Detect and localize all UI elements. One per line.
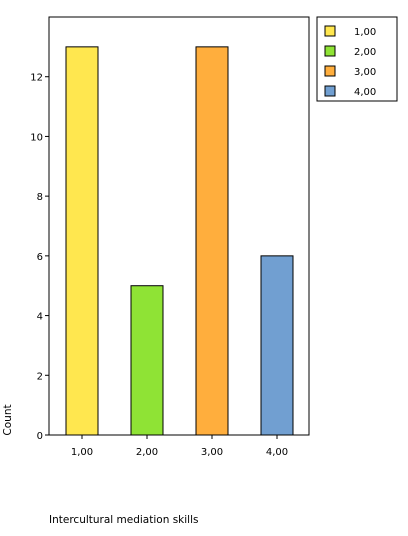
legend-swatch-3,00 xyxy=(324,65,336,77)
y-tick-label: 0 xyxy=(37,431,43,442)
y-tick-label: 4 xyxy=(37,312,43,323)
bar-3,00 xyxy=(195,46,229,436)
y-tick-label: 10 xyxy=(30,132,43,143)
legend-swatch-4,00 xyxy=(324,85,336,97)
x-tick-label: 2,00 xyxy=(136,447,158,458)
bar-4,00 xyxy=(260,255,294,436)
legend-label: 3,00 xyxy=(354,67,376,78)
bars-group xyxy=(65,46,294,436)
legend-swatch-1,00 xyxy=(324,25,336,37)
bar-2,00 xyxy=(130,285,164,436)
y-tick-label: 6 xyxy=(37,252,43,263)
legend-label: 1,00 xyxy=(354,27,376,38)
y-axis-title: Count xyxy=(2,404,14,435)
bar-1,00 xyxy=(65,46,99,436)
x-tick-label: 3,00 xyxy=(201,447,223,458)
y-tick-label: 12 xyxy=(30,73,43,84)
y-tick-label: 8 xyxy=(37,192,43,203)
legend-swatch-2,00 xyxy=(324,45,336,57)
x-tick-label: 4,00 xyxy=(266,447,288,458)
x-axis-title: Intercultural mediation skills xyxy=(49,514,198,526)
x-tick-label: 1,00 xyxy=(71,447,93,458)
legend: 1,00 2,00 3,00 4,00 xyxy=(316,16,398,102)
legend-label: 4,00 xyxy=(354,87,376,98)
y-tick-label: 2 xyxy=(37,371,43,382)
y-axis: 0 2 4 6 8 10 12 xyxy=(30,73,49,442)
x-axis: 1,00 2,00 3,00 4,00 xyxy=(71,435,288,458)
legend-label: 2,00 xyxy=(354,47,376,58)
